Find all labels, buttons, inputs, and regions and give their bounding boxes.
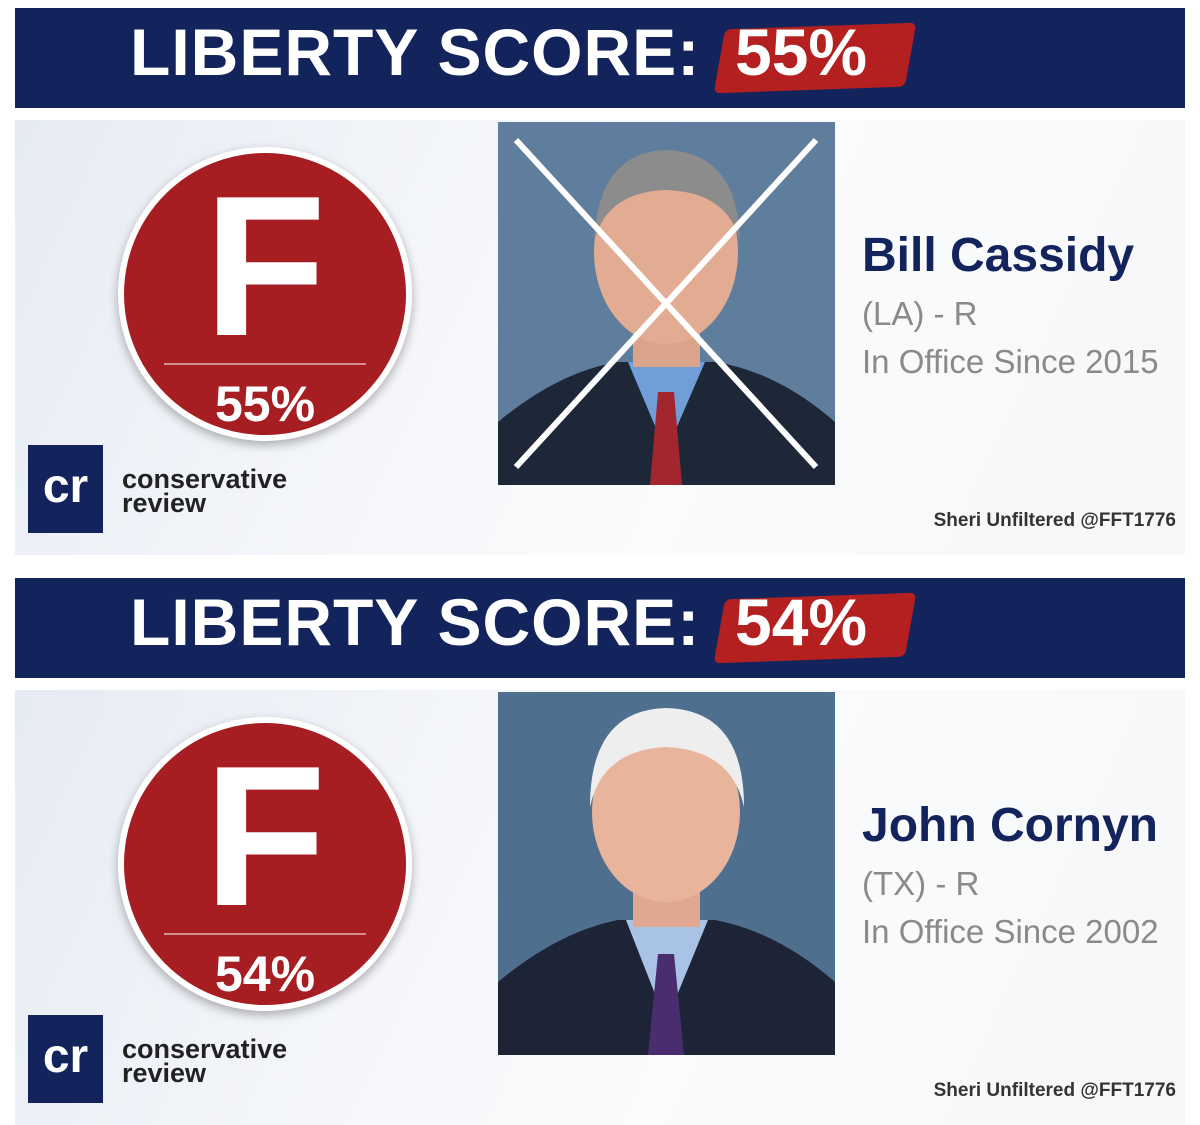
- header-score: 54%: [735, 585, 868, 659]
- logo-text: conservative: [122, 1034, 288, 1064]
- portrait: [498, 692, 835, 1055]
- grade-badge: F 55%: [118, 147, 412, 441]
- score-card: LIBERTY SCORE: 54% F 54% cr conservative…: [0, 570, 1200, 1125]
- credit: Sheri Unfiltered @FFT1776: [933, 510, 1176, 531]
- logo-text: conservative: [122, 464, 288, 494]
- header-bar: [15, 8, 1185, 108]
- header-label: LIBERTY SCORE:: [130, 585, 701, 659]
- logo-mark: cr: [28, 445, 103, 533]
- grade-percent: 54%: [214, 946, 316, 1002]
- grade-badge: F 54%: [118, 717, 412, 1011]
- grade-percent: 55%: [214, 376, 316, 432]
- in-office: In Office Since 2002: [862, 913, 1159, 950]
- header-label: LIBERTY SCORE:: [130, 15, 701, 89]
- portrait: [498, 122, 835, 485]
- in-office: In Office Since 2015: [862, 343, 1159, 380]
- grade: F: [203, 155, 327, 378]
- senator-name: John Cornyn: [862, 799, 1158, 852]
- logo-text: review: [122, 488, 207, 518]
- state-party: (LA) - R: [862, 295, 978, 332]
- score-card: LIBERTY SCORE: 55% F 55% cr conservative…: [0, 0, 1200, 555]
- logo-mark: cr: [28, 1015, 103, 1103]
- header-score: 55%: [735, 15, 868, 89]
- senator-name: Bill Cassidy: [862, 229, 1135, 282]
- header-bar: [15, 578, 1185, 678]
- badge-rule: [164, 363, 366, 365]
- state-party: (TX) - R: [862, 865, 980, 902]
- logo-text: review: [122, 1058, 207, 1088]
- badge-rule: [164, 933, 366, 935]
- grade: F: [203, 725, 327, 948]
- credit: Sheri Unfiltered @FFT1776: [933, 1080, 1176, 1101]
